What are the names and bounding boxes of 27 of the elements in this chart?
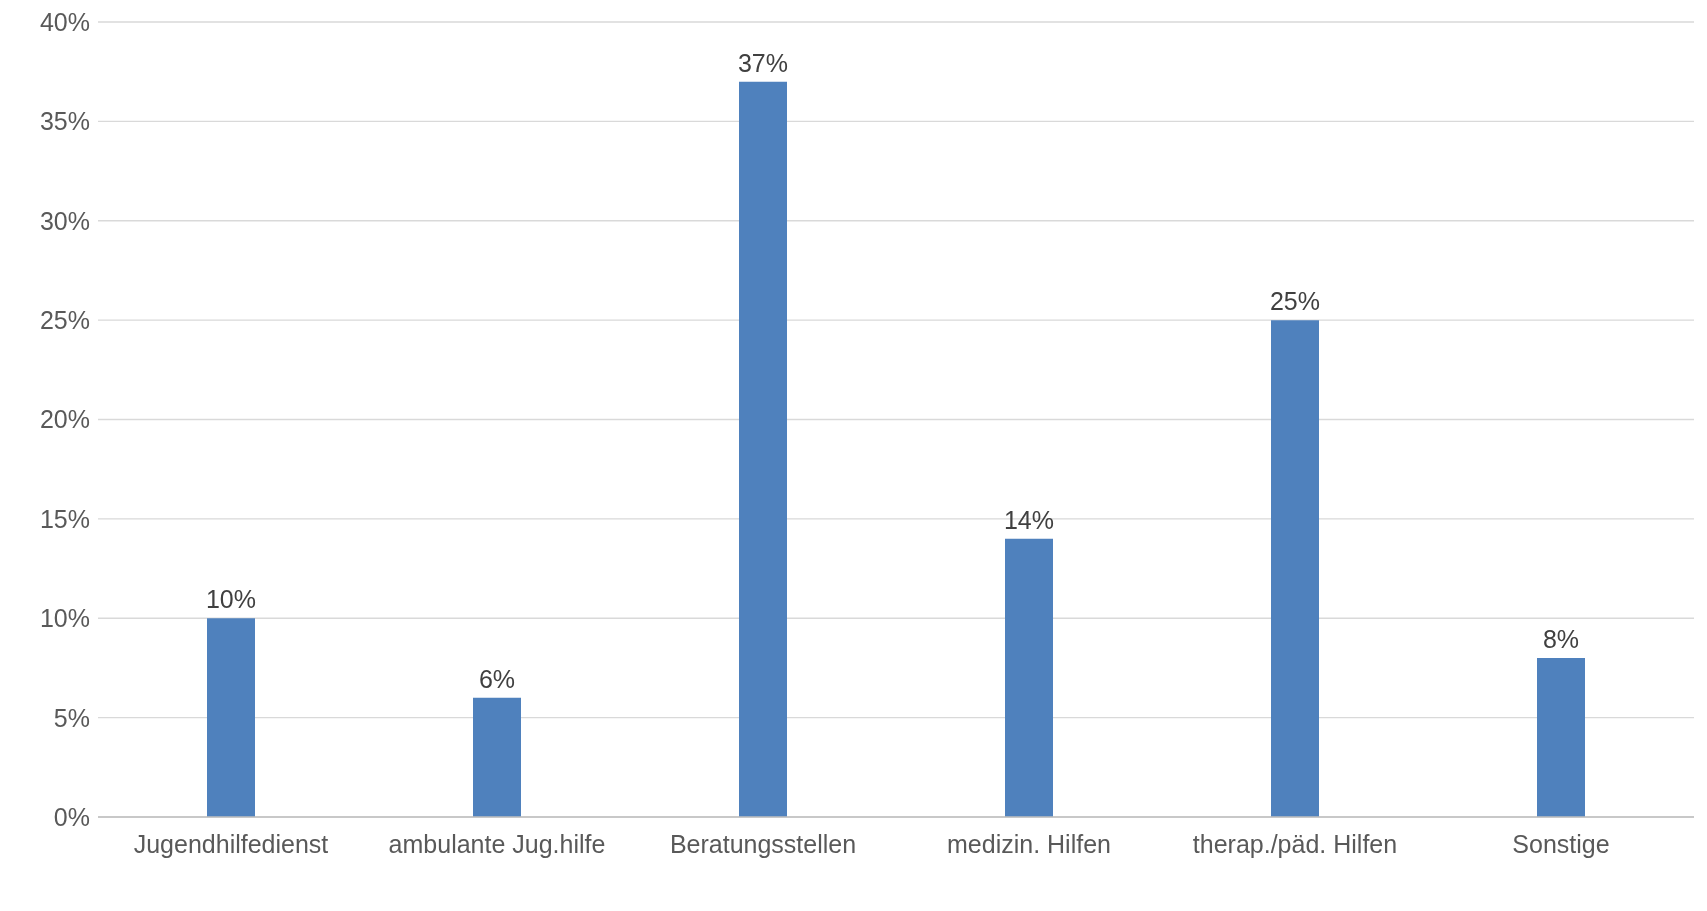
data-label: 6% xyxy=(478,664,516,693)
y-tick-label: 15% xyxy=(39,504,90,533)
data-label: 8% xyxy=(1542,625,1580,653)
y-tick-label: 40% xyxy=(39,7,90,36)
bar xyxy=(1005,538,1053,817)
bar xyxy=(1537,658,1585,817)
x-tick-label: Jugendhilfedienst xyxy=(133,829,329,858)
y-tick-label: 5% xyxy=(53,703,90,732)
x-tick-label: Sonstige xyxy=(1512,829,1610,858)
x-tick-label: ambulante Jug.hilfe xyxy=(388,829,606,858)
data-label: 10% xyxy=(205,585,257,614)
y-tick-label: 30% xyxy=(39,206,90,235)
bar xyxy=(739,81,787,817)
x-tick-label: therap./päd. Hilfen xyxy=(1192,829,1398,858)
data-label: 37% xyxy=(737,48,789,77)
y-tick-label: 10% xyxy=(39,604,90,633)
y-tick-label: 20% xyxy=(39,405,90,434)
x-tick-label: medizin. Hilfen xyxy=(947,829,1111,858)
y-tick-label: 25% xyxy=(39,306,90,334)
y-tick-label: 0% xyxy=(53,802,90,831)
bar xyxy=(1271,320,1319,817)
x-tick-label: Beratungsstellen xyxy=(669,829,857,858)
bar xyxy=(473,697,521,817)
data-label: 25% xyxy=(1269,287,1321,316)
data-label: 14% xyxy=(1003,505,1055,534)
bar xyxy=(207,618,255,817)
y-tick-label: 35% xyxy=(39,107,90,136)
